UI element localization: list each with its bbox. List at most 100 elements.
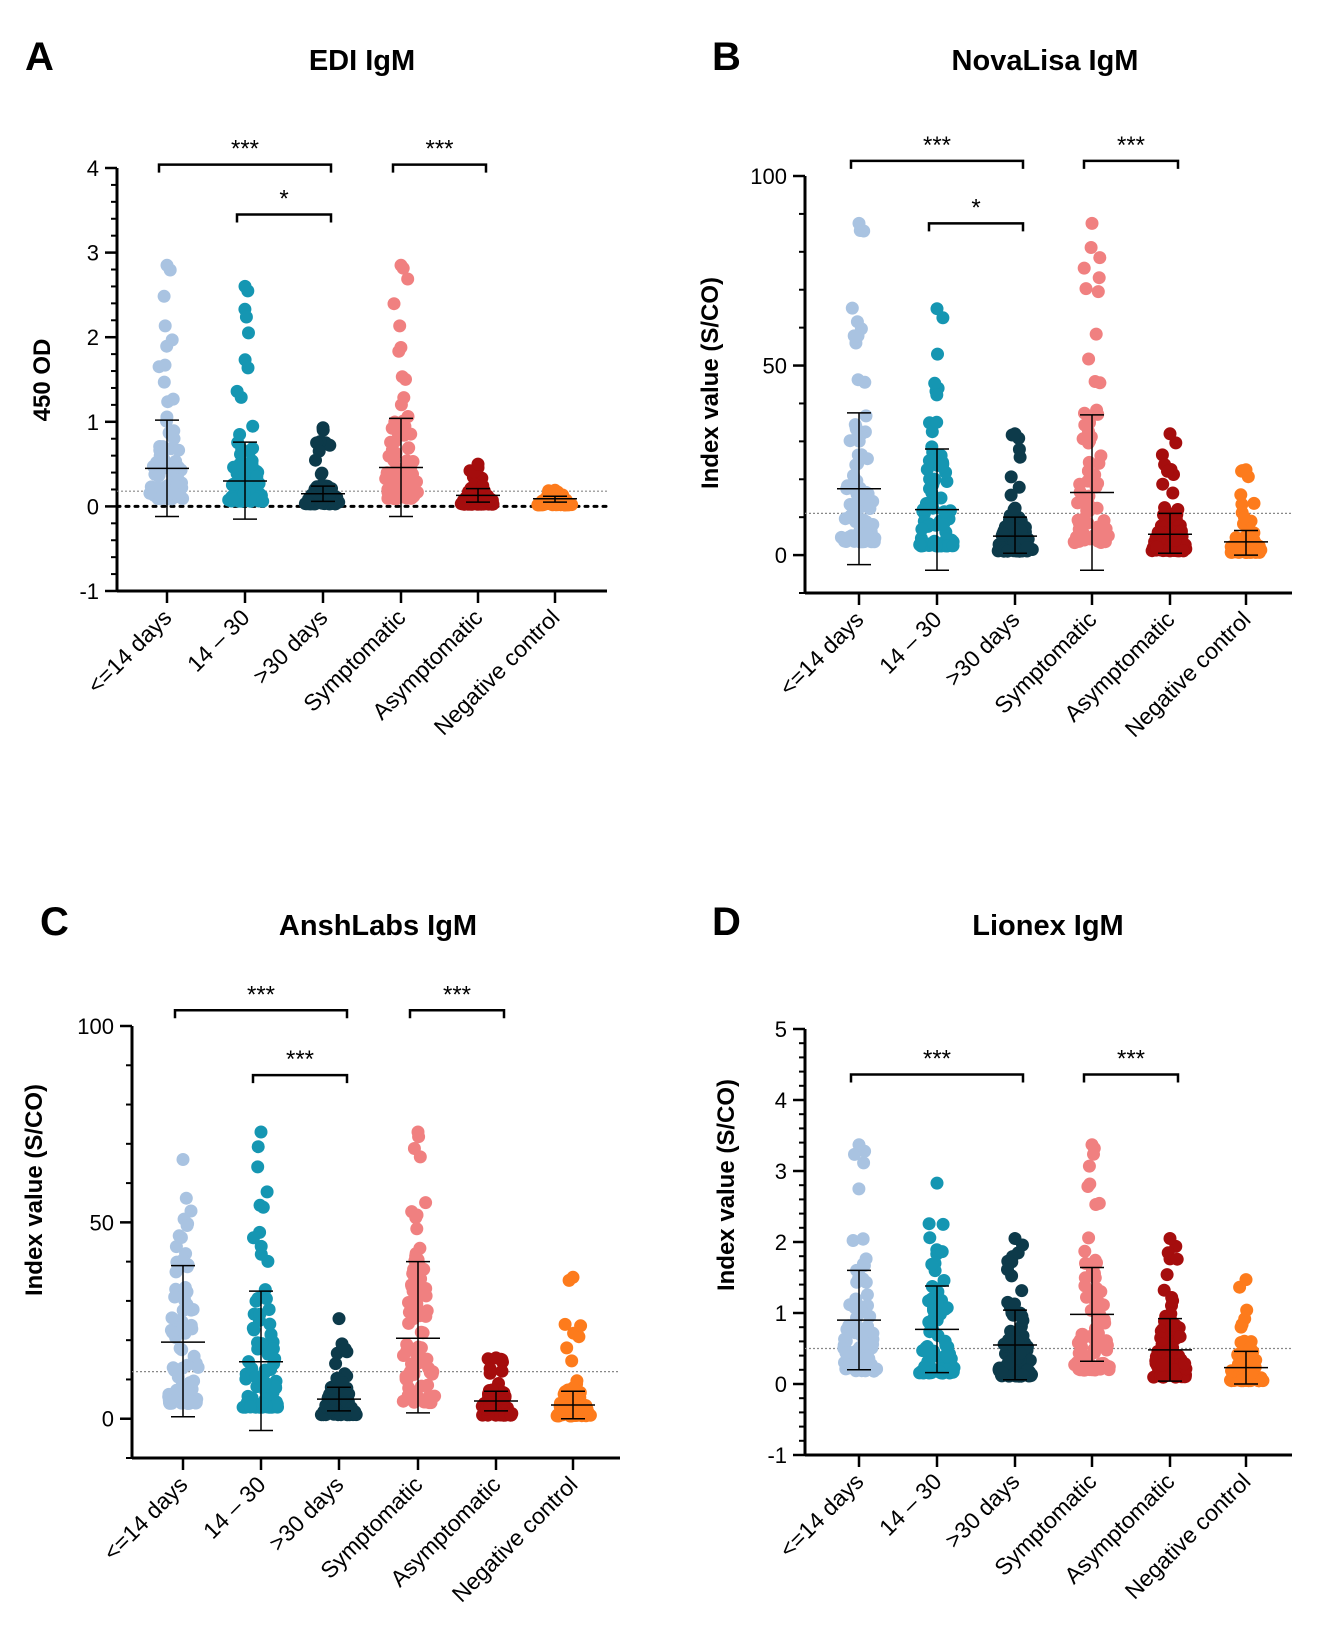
data-point-max: [160, 258, 174, 272]
data-point: [558, 1317, 572, 1331]
data-point: [1240, 1303, 1254, 1317]
data-point: [263, 1317, 277, 1331]
data-point: [1150, 540, 1164, 554]
significance-bracket: [849, 1073, 1025, 1083]
data-point: [185, 1322, 199, 1336]
data-point: [851, 329, 865, 343]
data-point: [931, 1285, 945, 1299]
significance-label: ***: [1117, 1045, 1145, 1072]
data-point: [1082, 502, 1096, 516]
data-point: [172, 443, 186, 457]
data-point: [256, 1200, 270, 1214]
data-point: [166, 392, 180, 406]
data-point: [1093, 376, 1107, 390]
y-tick-label: 3: [775, 1159, 787, 1184]
data-point: [264, 1327, 278, 1341]
data-point: [1165, 1291, 1179, 1304]
data-point: [403, 1385, 417, 1399]
data-point: [930, 415, 944, 429]
data-point: [410, 1208, 424, 1222]
data-point: [239, 310, 253, 324]
data-point: [860, 452, 874, 466]
data-point-max: [1085, 216, 1099, 230]
data-point: [335, 1376, 349, 1389]
data-point: [856, 1257, 870, 1271]
significance-label: ***: [425, 136, 453, 163]
data-point: [1097, 514, 1111, 528]
data-point: [387, 297, 401, 311]
data-point: [846, 1234, 860, 1247]
data-point: [925, 1257, 939, 1271]
data-point-max: [1163, 427, 1177, 441]
data-point: [402, 441, 416, 455]
data-point: [400, 1338, 414, 1351]
panel-letter: A: [25, 35, 54, 79]
data-point: [226, 477, 240, 491]
data-point: [1075, 1340, 1088, 1354]
data-point: [996, 1366, 1009, 1380]
y-tick-label: 0: [775, 1372, 787, 1397]
data-point: [996, 526, 1010, 540]
data-point: [946, 539, 960, 553]
data-point: [841, 1361, 855, 1375]
data-point: [1173, 1330, 1187, 1344]
data-point: [1004, 470, 1018, 484]
data-point: [1014, 1310, 1028, 1324]
data-point: [1015, 1284, 1029, 1298]
data-point: [256, 494, 270, 508]
y-tick-label: -1: [767, 1443, 787, 1468]
chart-title: NovaLisa IgM: [952, 45, 1139, 77]
data-point: [1016, 1368, 1030, 1382]
data-point: [1155, 448, 1169, 462]
y-tick-label: 3: [87, 241, 99, 266]
data-point: [858, 1352, 871, 1365]
data-point: [237, 487, 251, 500]
data-point: [1161, 1246, 1175, 1260]
data-point: [1082, 1231, 1096, 1245]
data-point: [152, 360, 166, 374]
data-point: [396, 414, 410, 428]
data-point: [143, 486, 157, 500]
significance-label: ***: [443, 981, 471, 1008]
chart-title: AnshLabs IgM: [279, 910, 477, 942]
data-point: [1092, 456, 1106, 470]
y-axis-title: Index value (S/CO): [697, 277, 724, 489]
data-point-max: [1239, 463, 1253, 477]
data-point: [158, 319, 172, 333]
data-point: [1244, 530, 1258, 544]
data-point: [847, 469, 860, 482]
data-point: [264, 1363, 278, 1376]
y-axis-title: Index value (S/CO): [21, 1084, 48, 1296]
data-point: [419, 1306, 433, 1319]
data-point: [238, 353, 252, 367]
significance-bracket: [849, 159, 1025, 169]
data-point: [338, 1342, 352, 1356]
data-point: [1078, 418, 1092, 432]
data-point-max: [176, 1153, 190, 1166]
data-point: [1234, 488, 1248, 502]
data-point: [1160, 1268, 1174, 1282]
data-point: [250, 470, 264, 484]
data-point: [184, 1394, 198, 1408]
data-point: [859, 409, 873, 423]
data-point: [845, 301, 859, 315]
data-point: [247, 1231, 260, 1245]
data-point: [242, 326, 255, 340]
data-point: [394, 398, 408, 412]
data-point: [1093, 251, 1107, 265]
data-point: [1077, 261, 1091, 275]
y-tick-label: 1: [87, 410, 99, 435]
data-point: [421, 1378, 435, 1392]
data-point: [162, 426, 176, 440]
data-point: [230, 384, 244, 398]
data-point: [174, 1231, 188, 1244]
data-point: [1088, 1253, 1102, 1267]
data-point-max: [548, 483, 562, 497]
data-point: [414, 1341, 428, 1355]
data-point: [392, 344, 406, 358]
data-point: [1234, 541, 1248, 555]
data-point: [410, 1297, 424, 1311]
data-point: [928, 376, 942, 390]
data-point: [1247, 496, 1261, 510]
